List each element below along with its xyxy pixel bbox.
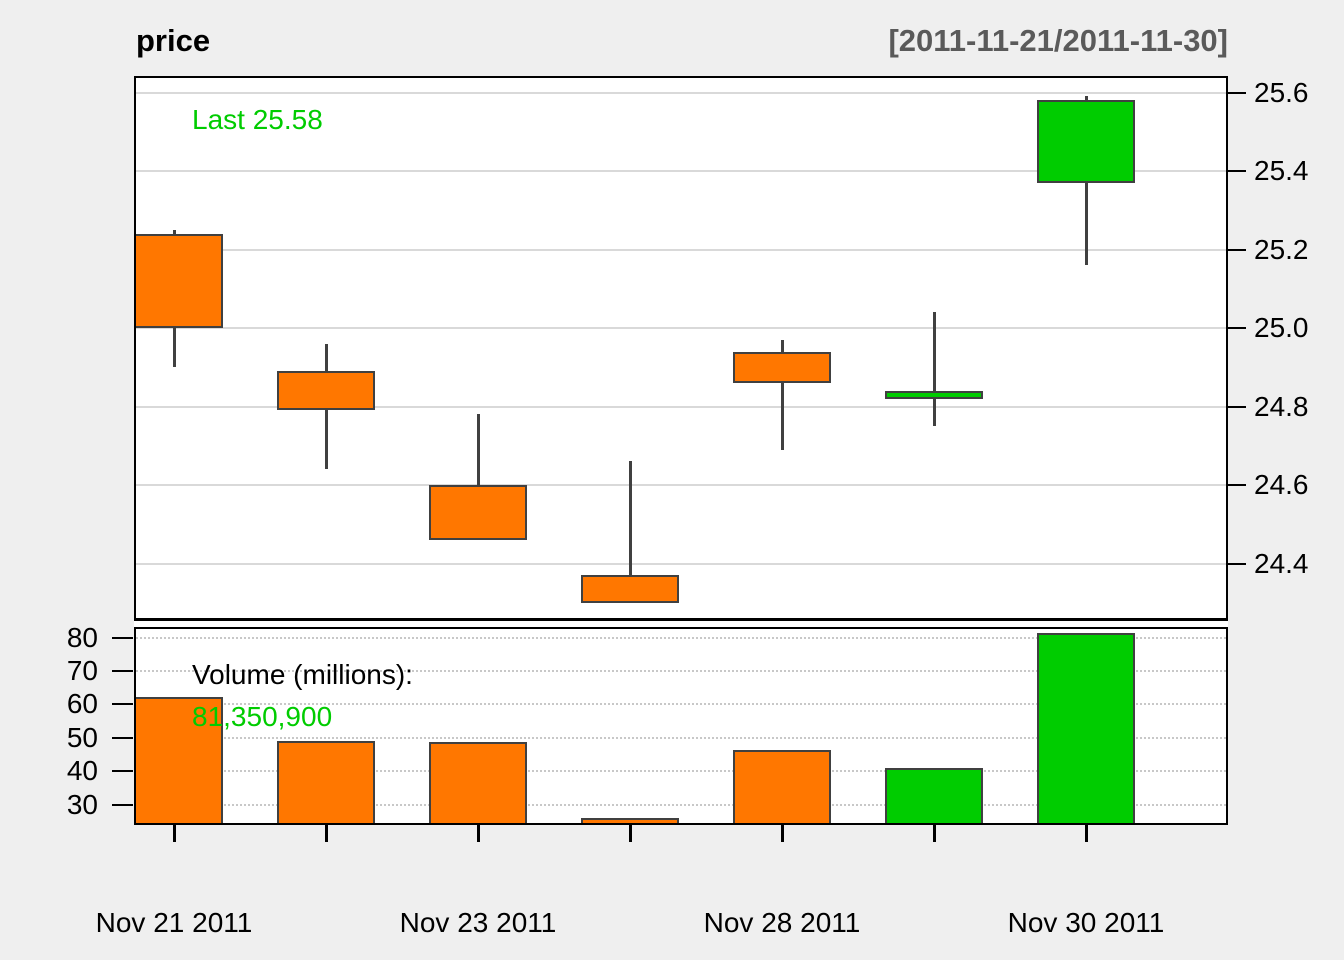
x-axis-tick xyxy=(172,825,176,842)
candle xyxy=(1037,100,1135,183)
price-axis-tick xyxy=(1228,327,1246,329)
candle-wick xyxy=(628,461,632,603)
volume-bar xyxy=(277,741,375,823)
volume-label-annotation: Volume (millions): xyxy=(192,659,413,690)
price-axis-tick xyxy=(1228,562,1246,565)
volume-axis-label: 60 xyxy=(66,688,98,720)
x-axis-label: Nov 23 2011 xyxy=(399,907,557,938)
volume-axis-label: 40 xyxy=(66,755,98,787)
price-panel xyxy=(134,76,1228,621)
price-axis-label: 24.8 xyxy=(1254,390,1309,422)
volume-axis-tick xyxy=(112,770,133,773)
candle-wick xyxy=(932,312,936,427)
x-axis-label: Nov 21 2011 xyxy=(95,907,253,938)
last-price-annotation: Last 25.58 xyxy=(192,104,323,135)
volume-bar xyxy=(429,741,527,823)
x-axis-label: Nov 28 2011 xyxy=(703,907,861,938)
price-gridline xyxy=(136,405,1226,408)
volume-axis-tick xyxy=(112,636,133,639)
volume-bar xyxy=(136,697,223,823)
price-axis-label: 24.4 xyxy=(1254,547,1309,579)
price-axis-tick xyxy=(1228,484,1246,486)
volume-bar xyxy=(885,767,983,823)
price-axis-label: 25.6 xyxy=(1254,76,1309,108)
x-axis-tick xyxy=(628,825,632,842)
price-gridline xyxy=(136,327,1226,329)
x-axis-tick xyxy=(932,825,936,842)
x-axis-tick xyxy=(1084,825,1088,842)
price-axis-label: 25.4 xyxy=(1254,155,1309,186)
volume-axis-label: 30 xyxy=(66,788,98,820)
volume-gridline xyxy=(136,636,1226,639)
candle xyxy=(277,371,375,411)
price-axis-tick xyxy=(1228,248,1246,251)
price-axis-label: 25.0 xyxy=(1254,312,1309,343)
chart-title: price xyxy=(136,23,211,58)
price-gridline xyxy=(136,170,1226,172)
candle xyxy=(885,390,983,399)
price-gridline xyxy=(136,91,1226,94)
volume-axis-tick xyxy=(112,703,133,706)
price-axis-tick xyxy=(1228,91,1246,94)
volume-axis-tick xyxy=(112,803,133,806)
volume-bar xyxy=(1037,632,1135,823)
volume-bar xyxy=(733,749,831,823)
volume-axis-tick xyxy=(112,736,133,739)
candle xyxy=(136,233,223,328)
volume-gridline xyxy=(136,736,1226,739)
volume-gridline xyxy=(136,770,1226,773)
volume-panel xyxy=(134,627,1228,825)
candle xyxy=(733,351,831,383)
price-gridline xyxy=(136,562,1226,565)
volume-axis-tick xyxy=(112,669,133,672)
candle xyxy=(429,485,527,540)
price-axis-tick xyxy=(1228,170,1246,172)
date-range-label: [2011-11-21/2011-11-30] xyxy=(888,23,1228,58)
candle xyxy=(581,575,679,603)
volume-axis-label: 50 xyxy=(66,721,98,753)
volume-bar xyxy=(581,817,679,823)
price-gridline xyxy=(136,484,1226,486)
x-axis-tick xyxy=(476,825,480,842)
x-axis-tick xyxy=(324,825,328,842)
volume-value-annotation: 81,350,900 xyxy=(192,701,333,732)
volume-axis-label: 80 xyxy=(66,621,98,653)
price-axis-label: 24.6 xyxy=(1254,469,1309,500)
volume-gridline xyxy=(136,703,1226,706)
volume-gridline xyxy=(136,803,1226,806)
volume-gridline xyxy=(136,669,1226,672)
candle-wick xyxy=(780,339,784,450)
x-axis-label: Nov 30 2011 xyxy=(1007,907,1165,938)
price-gridline xyxy=(136,248,1226,251)
x-axis-tick xyxy=(780,825,784,842)
candle-wick xyxy=(476,414,480,540)
price-axis-label: 25.2 xyxy=(1254,233,1309,265)
volume-axis-label: 70 xyxy=(66,654,98,686)
price-axis-tick xyxy=(1228,405,1246,408)
